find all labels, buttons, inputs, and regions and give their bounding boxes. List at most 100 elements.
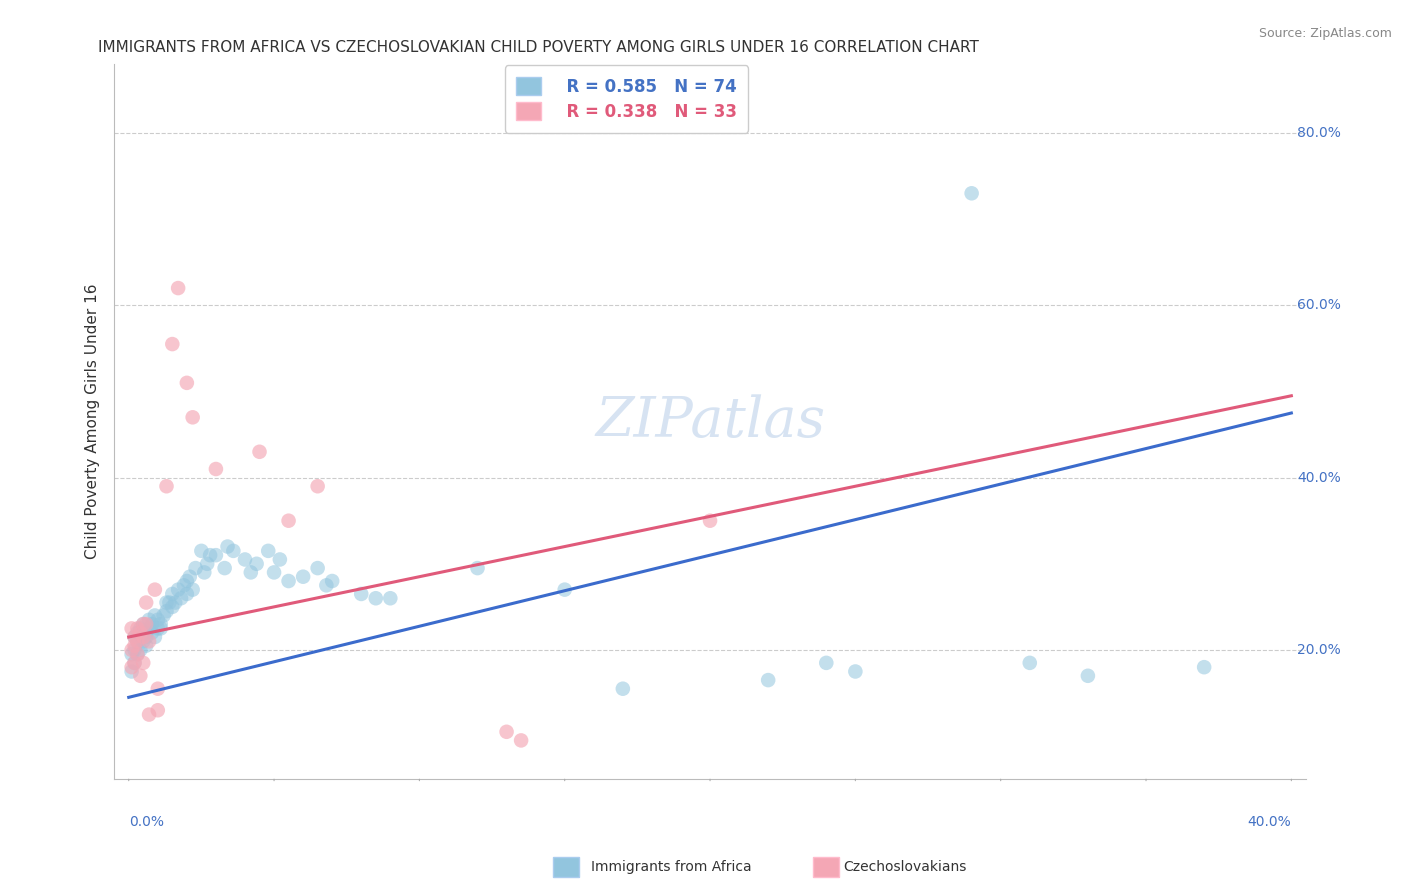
Point (179, 570, 201, 584)
Point (149, 617, 172, 632)
Point (1018, 656, 1040, 670)
Point (193, 566, 215, 580)
Point (124, 656, 146, 670)
Point (129, 625, 152, 640)
Point (124, 630, 146, 644)
Point (467, 561, 489, 575)
Point (960, 186, 983, 201)
Point (127, 647, 149, 661)
Point (132, 630, 155, 644)
Point (149, 621, 172, 635)
Text: IMMIGRANTS FROM AFRICA VS CZECHOSLOVAKIAN CHILD POVERTY AMONG GIRLS UNDER 16 COR: IMMIGRANTS FROM AFRICA VS CZECHOSLOVAKIA… (98, 40, 980, 55)
Point (129, 621, 152, 635)
Point (214, 561, 236, 575)
Point (127, 634, 149, 648)
Text: ZIPatlas: ZIPatlas (595, 394, 825, 449)
Point (350, 587, 373, 601)
Point (249, 444, 271, 458)
Point (124, 639, 146, 653)
Point (155, 604, 177, 618)
Point (195, 557, 218, 571)
Point (121, 660, 143, 674)
Point (127, 621, 149, 635)
Legend:   R = 0.585   N = 74,   R = 0.338   N = 33: R = 0.585 N = 74, R = 0.338 N = 33 (505, 65, 748, 133)
Y-axis label: Child Poverty Among Girls Under 16: Child Poverty Among Girls Under 16 (86, 284, 100, 559)
Point (157, 596, 180, 610)
Point (146, 681, 169, 696)
Text: 20.0%: 20.0% (1298, 643, 1341, 657)
Point (121, 647, 143, 661)
Point (143, 630, 166, 644)
Text: 80.0%: 80.0% (1298, 126, 1341, 140)
Point (181, 410, 204, 425)
Point (135, 596, 157, 610)
Point (176, 587, 198, 601)
Point (132, 625, 155, 640)
Point (699, 514, 721, 528)
Point (162, 599, 184, 614)
Point (181, 582, 204, 597)
Point (198, 548, 221, 562)
Point (129, 643, 152, 657)
Point (554, 582, 576, 597)
Text: 0.0%: 0.0% (129, 815, 163, 830)
Point (184, 561, 207, 575)
Point (222, 544, 245, 558)
Point (146, 613, 169, 627)
Point (612, 681, 634, 696)
Text: 40.0%: 40.0% (1298, 471, 1341, 484)
Point (170, 591, 193, 606)
Point (495, 724, 517, 739)
Text: Source: ZipAtlas.com: Source: ZipAtlas.com (1258, 27, 1392, 40)
Point (321, 574, 343, 588)
Point (135, 617, 157, 632)
Point (380, 591, 402, 606)
Point (176, 574, 198, 588)
Point (510, 733, 533, 747)
Point (141, 625, 163, 640)
Point (141, 617, 163, 632)
Text: 60.0%: 60.0% (1298, 298, 1341, 312)
Point (143, 608, 166, 623)
Point (132, 617, 155, 632)
Point (138, 707, 160, 722)
Point (205, 548, 228, 562)
Point (146, 621, 169, 635)
Text: Immigrants from Africa: Immigrants from Africa (591, 860, 751, 874)
Point (173, 578, 195, 592)
Point (138, 621, 160, 635)
Point (132, 634, 155, 648)
Point (143, 582, 166, 597)
Point (127, 634, 149, 648)
Point (127, 647, 149, 661)
Point (307, 479, 329, 493)
Point (162, 587, 184, 601)
Point (129, 630, 152, 644)
Text: Czechoslovakians: Czechoslovakians (844, 860, 967, 874)
Point (152, 608, 174, 623)
Point (246, 557, 269, 571)
Point (277, 514, 299, 528)
Point (205, 462, 228, 476)
Point (124, 656, 146, 670)
Point (233, 552, 256, 566)
Point (124, 630, 146, 644)
Point (364, 591, 387, 606)
Point (155, 596, 177, 610)
Point (292, 570, 315, 584)
Point (121, 665, 143, 679)
Point (132, 656, 155, 670)
Point (138, 634, 160, 648)
Point (124, 643, 146, 657)
Point (1077, 669, 1099, 683)
Point (176, 376, 198, 390)
Point (127, 625, 149, 640)
Point (121, 643, 143, 657)
Point (277, 574, 299, 588)
Point (135, 630, 157, 644)
Point (844, 665, 866, 679)
Point (257, 544, 280, 558)
Point (146, 703, 169, 717)
Point (155, 479, 177, 493)
Point (135, 625, 157, 640)
